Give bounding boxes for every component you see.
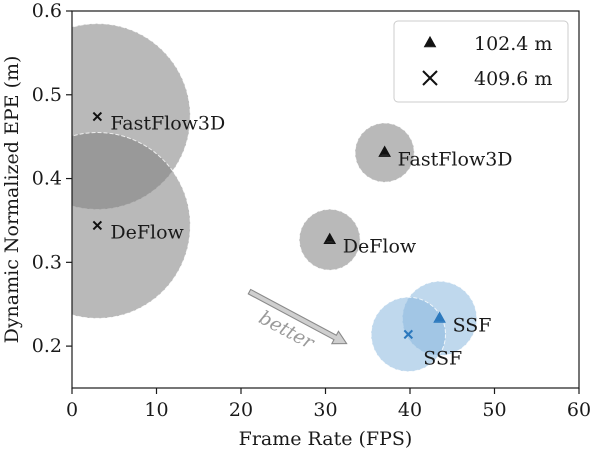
marker-deflow-triangle [323, 232, 337, 244]
marker-ssf-x [403, 329, 414, 340]
x-tick-label: 10 [144, 399, 168, 421]
legend-triangle-icon [423, 35, 437, 48]
y-tick-label: 0.6 [32, 0, 62, 22]
label-deflow-triangle: DeFlow [343, 236, 417, 258]
x-axis-label: Frame Rate (FPS) [239, 428, 413, 450]
marker-layer [92, 111, 446, 340]
legend-entry-label: 409.6 m [474, 68, 552, 90]
x-tick-label: 60 [567, 399, 591, 421]
marker-fastflow3d-x [92, 111, 103, 122]
x-tick-label: 20 [229, 399, 253, 421]
marker-deflow-x [92, 220, 103, 231]
y-tick-label: 0.3 [32, 251, 62, 273]
x-tick-label: 30 [313, 399, 337, 421]
point-label-layer: FastFlow3D DeFlow SSF FastFlow3D DeFlow SSF [110, 113, 512, 370]
x-tick-label: 0 [66, 399, 78, 421]
y-axis-label: Dynamic Normalized EPE (m) [1, 56, 23, 344]
better-arrow [247, 288, 348, 345]
y-tick-label: 0.5 [32, 84, 62, 106]
label-ssf-triangle: SSF [453, 314, 492, 336]
label-deflow-x: DeFlow [110, 221, 184, 243]
x-tick-label: 50 [482, 399, 506, 421]
legend-x-icon [422, 70, 438, 86]
marker-fastflow3d-triangle [378, 145, 391, 157]
legend-entry-label: 102.4 m [474, 33, 552, 55]
label-fastflow3d-triangle: FastFlow3D [398, 149, 513, 171]
x-axis: 0 10 20 30 40 50 60 [66, 388, 591, 421]
bubble-layer [72, 23, 478, 373]
legend-box [393, 20, 569, 103]
label-ssf-x: SSF [423, 347, 462, 369]
label-fastflow3d-x: FastFlow3D [110, 113, 225, 135]
bubble-deflow-x [72, 132, 191, 319]
y-tick-label: 0.2 [32, 335, 62, 357]
marker-ssf-triangle [433, 311, 446, 323]
y-axis: 0.2 0.3 0.4 0.5 0.6 [32, 0, 72, 357]
x-tick-label: 40 [398, 399, 422, 421]
y-tick-label: 0.4 [32, 168, 62, 190]
legend: 102.4 m 409.6 m [393, 20, 569, 103]
